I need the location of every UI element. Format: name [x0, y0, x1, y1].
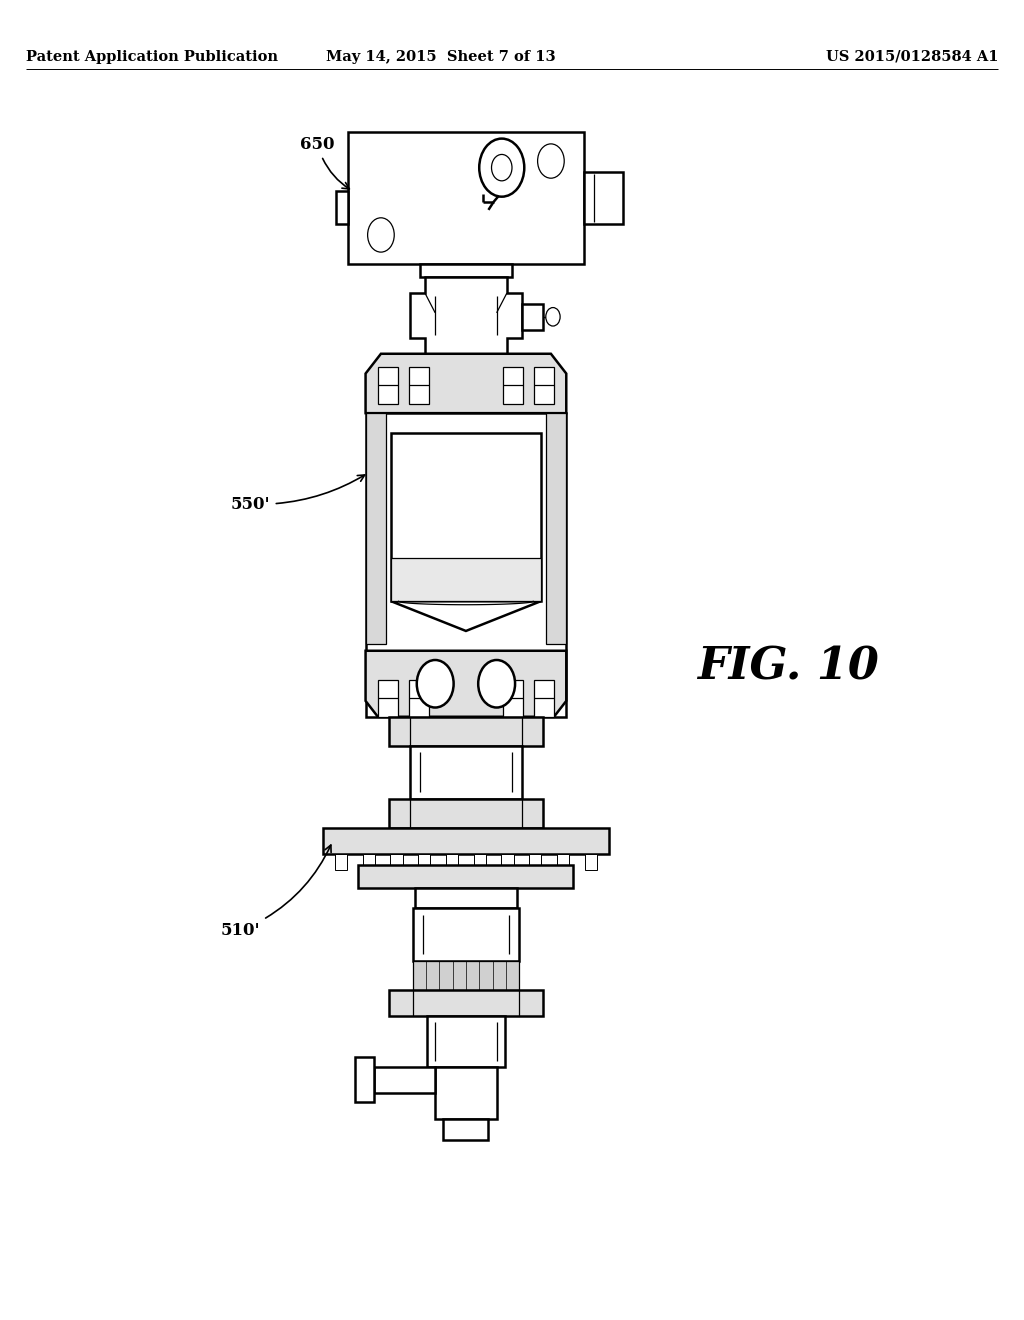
Bar	[336, 191, 348, 224]
Bar	[529, 854, 542, 870]
Bar	[391, 433, 541, 602]
Bar	[415, 888, 517, 908]
Bar	[391, 557, 541, 602]
Circle shape	[368, 218, 394, 252]
Text: May 14, 2015  Sheet 7 of 13: May 14, 2015 Sheet 7 of 13	[326, 50, 555, 63]
Circle shape	[417, 660, 454, 708]
Bar	[546, 413, 566, 644]
Bar	[585, 854, 597, 870]
Bar	[335, 854, 347, 870]
Bar	[445, 854, 458, 870]
Bar	[323, 828, 609, 854]
Bar	[362, 854, 375, 870]
Bar	[522, 304, 543, 330]
Bar	[435, 1067, 497, 1119]
Bar	[534, 680, 554, 717]
Bar	[427, 1016, 505, 1067]
Circle shape	[538, 144, 564, 178]
Bar	[503, 680, 523, 717]
Circle shape	[478, 660, 515, 708]
Bar	[474, 854, 486, 870]
Bar	[409, 367, 429, 404]
Polygon shape	[391, 602, 541, 631]
Bar	[413, 908, 519, 961]
Text: US 2015/0128584 A1: US 2015/0128584 A1	[826, 50, 998, 63]
Bar	[390, 854, 402, 870]
Bar	[534, 367, 554, 404]
Polygon shape	[410, 277, 522, 354]
Bar	[374, 1067, 435, 1093]
Text: 650: 650	[300, 136, 349, 189]
Bar	[366, 413, 566, 717]
Bar	[348, 132, 584, 264]
Bar	[378, 367, 398, 404]
Bar	[366, 413, 386, 644]
Bar	[389, 799, 543, 828]
Polygon shape	[366, 651, 566, 717]
Bar	[557, 854, 569, 870]
Bar	[409, 680, 429, 717]
Bar	[413, 961, 519, 990]
Bar	[410, 746, 522, 799]
Polygon shape	[366, 354, 566, 413]
Circle shape	[479, 139, 524, 197]
Bar	[418, 854, 430, 870]
Bar	[389, 990, 543, 1016]
Bar	[420, 264, 512, 277]
Text: 550': 550'	[231, 475, 365, 512]
Text: 510': 510'	[221, 845, 331, 939]
Bar	[378, 680, 398, 717]
Bar	[443, 1119, 488, 1140]
Bar	[389, 717, 543, 746]
Text: FIG. 10: FIG. 10	[697, 645, 880, 688]
Bar	[358, 865, 573, 888]
Circle shape	[492, 154, 512, 181]
Text: Patent Application Publication: Patent Application Publication	[26, 50, 278, 63]
Bar	[503, 367, 523, 404]
Circle shape	[546, 308, 560, 326]
Bar	[584, 172, 623, 224]
Bar	[355, 1057, 374, 1102]
Bar	[502, 854, 514, 870]
